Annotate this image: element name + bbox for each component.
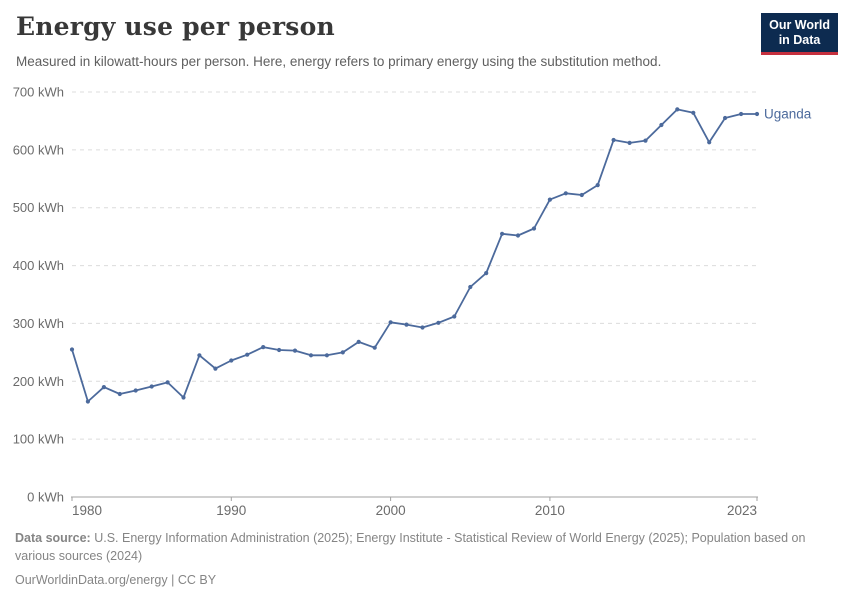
y-tick-label: 700 kWh <box>13 85 64 100</box>
y-tick-label: 0 kWh <box>27 490 64 505</box>
data-point <box>436 320 441 325</box>
data-point <box>675 107 680 112</box>
owid-energy-link[interactable]: OurWorldinData.org/energy <box>15 572 168 587</box>
data-point <box>245 352 250 357</box>
data-point <box>515 233 521 238</box>
data-source-text: U.S. Energy Information Administration (… <box>15 531 806 563</box>
series-label-uganda[interactable]: Uganda <box>764 106 812 121</box>
data-point <box>723 115 728 121</box>
data-point <box>213 366 218 371</box>
owid-logo-line1: Our World <box>769 18 830 32</box>
data-point <box>643 138 648 143</box>
data-line-uganda[interactable] <box>71 108 758 403</box>
data-point <box>149 384 154 389</box>
x-tick-label: 2000 <box>376 503 406 518</box>
data-point <box>372 345 377 350</box>
data-point <box>117 391 122 397</box>
y-tick-label: 500 kWh <box>13 200 64 215</box>
data-point <box>707 140 712 145</box>
line-chart[interactable]: 0 kWh 100 kWh 200 kWh 300 kWh 400 kWh 500 kWh… <box>0 78 850 526</box>
footer-link-line: OurWorldinData.org/energy | CC BY <box>15 572 827 590</box>
data-point <box>739 111 744 117</box>
data-source-label: Data source: <box>15 531 91 545</box>
owid-logo-line2: in Data <box>778 32 821 47</box>
data-point <box>261 345 266 350</box>
data-point <box>197 353 202 358</box>
data-point <box>324 353 329 358</box>
chart-subtitle: Measured in kilowatt-hours per person. H… <box>16 54 662 69</box>
data-point <box>563 191 568 196</box>
data-point <box>595 183 600 188</box>
page-title: Energy use per person <box>16 12 335 41</box>
data-source-line: Data source: U.S. Energy Information Adm… <box>15 530 827 566</box>
data-point <box>452 314 457 319</box>
x-tick-label: 1980 <box>72 503 102 518</box>
license-badge: CC BY <box>177 572 217 587</box>
data-point <box>340 350 345 355</box>
data-point <box>468 284 473 290</box>
data-point <box>484 271 489 276</box>
data-point <box>69 347 75 352</box>
data-point <box>85 399 90 404</box>
y-tick-label: 400 kWh <box>13 258 64 273</box>
data-point <box>101 385 106 390</box>
data-point <box>181 395 186 400</box>
data-point <box>420 325 425 330</box>
y-tick-label: 600 kWh <box>13 142 64 157</box>
footer-separator: | <box>167 572 178 587</box>
data-point <box>277 347 282 353</box>
x-axis-ticks-and-labels: 1980 1990 2000 2010 2023 <box>71 497 758 518</box>
data-point <box>308 353 314 358</box>
x-tick-label: 2023 <box>727 503 757 518</box>
x-tick-label: 2010 <box>535 503 565 518</box>
data-points-uganda[interactable] <box>69 107 760 404</box>
chart-footer: Data source: U.S. Energy Information Adm… <box>15 530 827 589</box>
data-point <box>531 226 537 231</box>
y-tick-label: 300 kWh <box>13 316 64 331</box>
y-tick-label: 200 kWh <box>13 374 64 389</box>
data-point <box>659 122 664 128</box>
data-point <box>754 111 760 117</box>
data-point <box>292 348 298 353</box>
data-point <box>547 197 553 202</box>
data-point <box>500 231 505 236</box>
data-point <box>133 388 138 393</box>
data-point <box>579 192 584 198</box>
y-tick-label: 100 kWh <box>13 432 64 447</box>
data-point <box>627 140 632 145</box>
data-point <box>165 380 170 385</box>
data-point <box>691 110 696 115</box>
y-gridlines-and-labels: 0 kWh 100 kWh 200 kWh 300 kWh 400 kWh 500 kWh… <box>13 85 758 505</box>
data-point <box>388 320 393 325</box>
data-point <box>404 322 409 327</box>
x-tick-label: 1990 <box>216 503 246 518</box>
data-point <box>356 339 361 344</box>
owid-logo[interactable]: Our World in Data <box>761 13 838 55</box>
data-point <box>229 358 234 363</box>
data-point <box>611 137 616 143</box>
